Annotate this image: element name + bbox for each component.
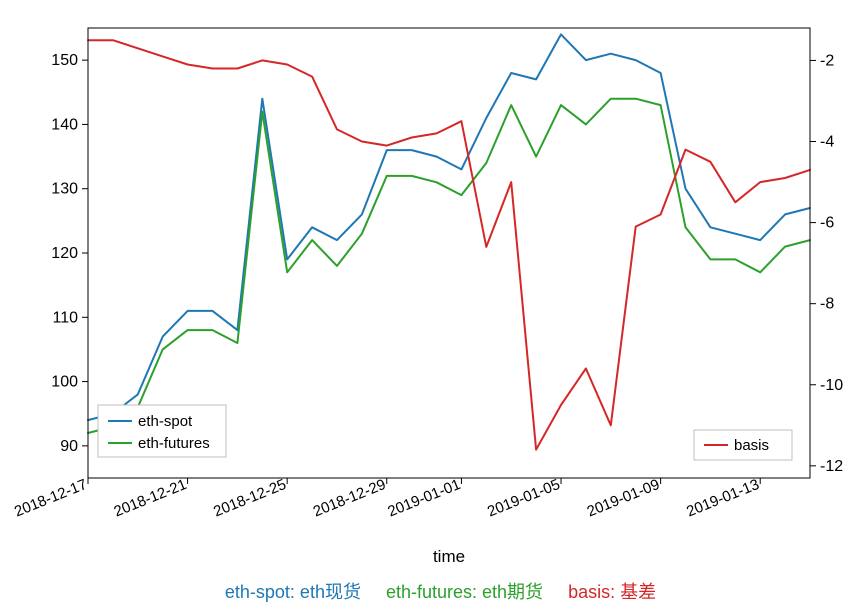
svg-text:2019-01-13: 2019-01-13	[684, 476, 762, 521]
svg-text:90: 90	[60, 438, 78, 455]
svg-text:2019-01-01: 2019-01-01	[385, 476, 463, 521]
svg-text:150: 150	[51, 52, 78, 69]
svg-text:2018-12-25: 2018-12-25	[211, 476, 289, 521]
chart-caption: eth-spot: eth现货 eth-futures: eth期货 basis…	[10, 570, 861, 604]
svg-text:100: 100	[51, 374, 78, 391]
svg-text:2018-12-29: 2018-12-29	[311, 476, 389, 521]
svg-text:time: time	[433, 547, 465, 566]
svg-text:130: 130	[51, 181, 78, 198]
svg-text:eth-spot: eth-spot	[138, 413, 193, 430]
svg-text:2018-12-17: 2018-12-17	[12, 476, 90, 521]
svg-text:-10: -10	[820, 377, 843, 394]
svg-text:110: 110	[52, 309, 78, 326]
svg-text:120: 120	[51, 245, 78, 262]
caption-spot: eth-spot: eth现货	[225, 582, 361, 602]
svg-text:basis: basis	[734, 437, 769, 454]
svg-text:2019-01-09: 2019-01-09	[585, 476, 663, 521]
eth-basis-chart: 90 100 110 120 130 140 150 -12 -10 -8 -6 -4 -2 2018-1…	[10, 10, 861, 604]
svg-text:-6: -6	[820, 215, 834, 232]
svg-text:2018-12-21: 2018-12-21	[112, 476, 190, 521]
svg-text:2019-01-05: 2019-01-05	[485, 476, 563, 521]
chart-plot-area: 90 100 110 120 130 140 150 -12 -10 -8 -6 -4 -2 2018-1…	[10, 10, 861, 570]
svg-text:-8: -8	[820, 296, 834, 313]
caption-futures: eth-futures: eth期货	[386, 582, 543, 602]
chart-svg: 90 100 110 120 130 140 150 -12 -10 -8 -6 -4 -2 2018-1…	[10, 10, 861, 570]
svg-text:-4: -4	[820, 134, 834, 151]
svg-text:140: 140	[51, 116, 78, 133]
svg-text:-12: -12	[820, 458, 843, 475]
svg-text:eth-futures: eth-futures	[138, 435, 210, 452]
svg-text:-2: -2	[820, 52, 834, 69]
caption-basis: basis: 基差	[568, 582, 656, 602]
